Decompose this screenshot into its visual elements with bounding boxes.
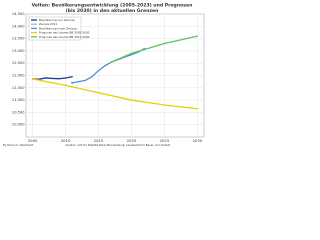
data-point bbox=[163, 42, 166, 45]
series-line bbox=[111, 35, 198, 63]
data-point bbox=[97, 92, 100, 94]
x-tick-label: 2010 bbox=[61, 138, 71, 143]
y-tick-label: 10.000 bbox=[12, 123, 25, 127]
data-point bbox=[71, 82, 73, 84]
data-point bbox=[58, 77, 60, 80]
y-tick-label: 13.500 bbox=[12, 37, 25, 41]
author: By Pierre Cl. Ollenhardt bbox=[3, 143, 33, 147]
data-point bbox=[130, 52, 133, 55]
legend-label: Prognose des Landes BB 2017-2030 bbox=[39, 35, 90, 39]
data-point bbox=[45, 77, 47, 79]
data-point bbox=[104, 64, 106, 67]
x-tick-label: 2015 bbox=[94, 138, 104, 143]
chart: Velten: Bevölkerungsentwicklung (2005-20… bbox=[3, 3, 205, 147]
source: Quellen: Amt für Statistik Berlin-Brande… bbox=[65, 143, 171, 147]
data-point bbox=[163, 104, 166, 106]
chart-subtitle: (bis 2030) in den aktuellen Grenzen bbox=[66, 8, 159, 14]
data-point bbox=[78, 80, 80, 83]
y-tick-label: 12.000 bbox=[12, 74, 25, 78]
x-tick-label: 2025 bbox=[160, 138, 170, 143]
data-point bbox=[111, 61, 113, 63]
data-point bbox=[71, 76, 73, 78]
y-tick-label: 13.000 bbox=[12, 49, 25, 53]
data-point bbox=[31, 78, 34, 80]
legend-box bbox=[28, 16, 82, 41]
x-tick-label: 2005 bbox=[28, 138, 38, 143]
y-tick-label: 11.500 bbox=[12, 86, 25, 90]
series-line bbox=[72, 47, 145, 84]
x-tick-label: 2020 bbox=[127, 138, 137, 143]
data-point bbox=[97, 69, 100, 72]
legend-label: Bevölkerung (vor Zensus) bbox=[39, 18, 75, 22]
data-point bbox=[64, 77, 67, 79]
y-tick-label: 14.500 bbox=[12, 12, 25, 16]
y-tick-label: 10.500 bbox=[12, 110, 25, 114]
legend-label: Zensus 2011 bbox=[39, 22, 57, 26]
data-point bbox=[84, 79, 87, 82]
data-point bbox=[130, 53, 133, 56]
data-point bbox=[130, 99, 133, 101]
data-point bbox=[91, 76, 93, 78]
data-point bbox=[51, 77, 54, 80]
x-tick-label: 2030 bbox=[193, 138, 203, 143]
legend-label: Bevölkerung (nach Zensus) bbox=[39, 26, 77, 30]
data-point bbox=[64, 84, 67, 87]
y-tick-label: 14.000 bbox=[12, 24, 25, 28]
chart-title: Velten: Bevölkerungsentwicklung (2005-20… bbox=[32, 3, 193, 9]
legend-label: Prognose des Landes BB 2005-2030 bbox=[39, 31, 90, 35]
y-tick-label: 11.000 bbox=[12, 98, 25, 102]
y-tick-label: 12.500 bbox=[12, 61, 25, 65]
series-line bbox=[32, 78, 198, 110]
data-point bbox=[196, 35, 199, 37]
data-point bbox=[196, 108, 199, 110]
